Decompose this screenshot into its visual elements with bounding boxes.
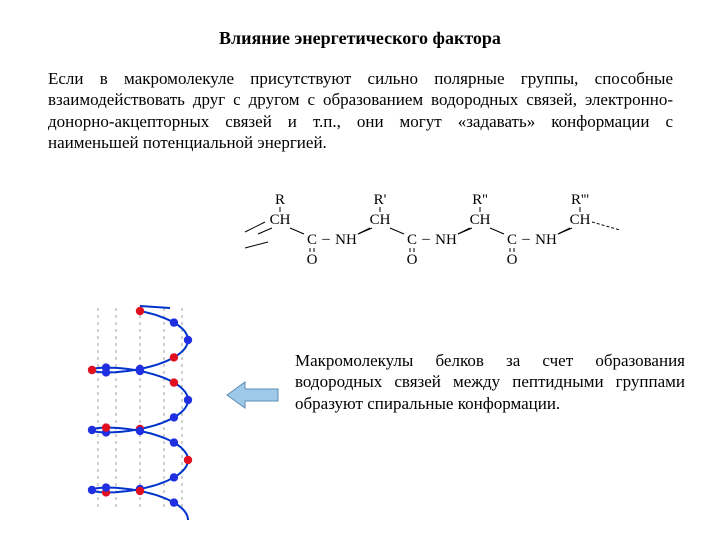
intro-paragraph: Если в макромолекуле присутствуют сильно…: [48, 68, 673, 153]
svg-text:–: –: [521, 231, 530, 247]
svg-text:CH: CH: [270, 212, 291, 228]
svg-text:C: C: [307, 232, 317, 248]
svg-text:R'': R'': [472, 192, 488, 208]
svg-text:–: –: [421, 231, 430, 247]
svg-text:–: –: [321, 231, 330, 247]
helix-paragraph: Макромолекулы белков за счет образования…: [295, 350, 685, 414]
svg-text:NH: NH: [335, 232, 357, 248]
svg-text:NH: NH: [435, 232, 457, 248]
svg-text:R''': R''': [571, 192, 589, 208]
svg-text:O: O: [307, 252, 318, 268]
svg-text:CH: CH: [570, 212, 591, 228]
svg-text:R': R': [374, 192, 387, 208]
peptide-structure-diagram: RCHR'CHC–NHOR''CHC–NHOR'''CHC–NHO: [240, 190, 650, 280]
svg-text:CH: CH: [370, 212, 391, 228]
svg-text:O: O: [507, 252, 518, 268]
svg-text:CH: CH: [470, 212, 491, 228]
svg-text:C: C: [507, 232, 517, 248]
svg-text:NH: NH: [535, 232, 557, 248]
arrow-icon: [225, 380, 280, 410]
svg-text:R: R: [275, 192, 285, 208]
svg-text:O: O: [407, 252, 418, 268]
svg-text:C: C: [407, 232, 417, 248]
page-title: Влияние энергетического фактора: [0, 28, 720, 49]
helix-diagram: [60, 300, 220, 520]
